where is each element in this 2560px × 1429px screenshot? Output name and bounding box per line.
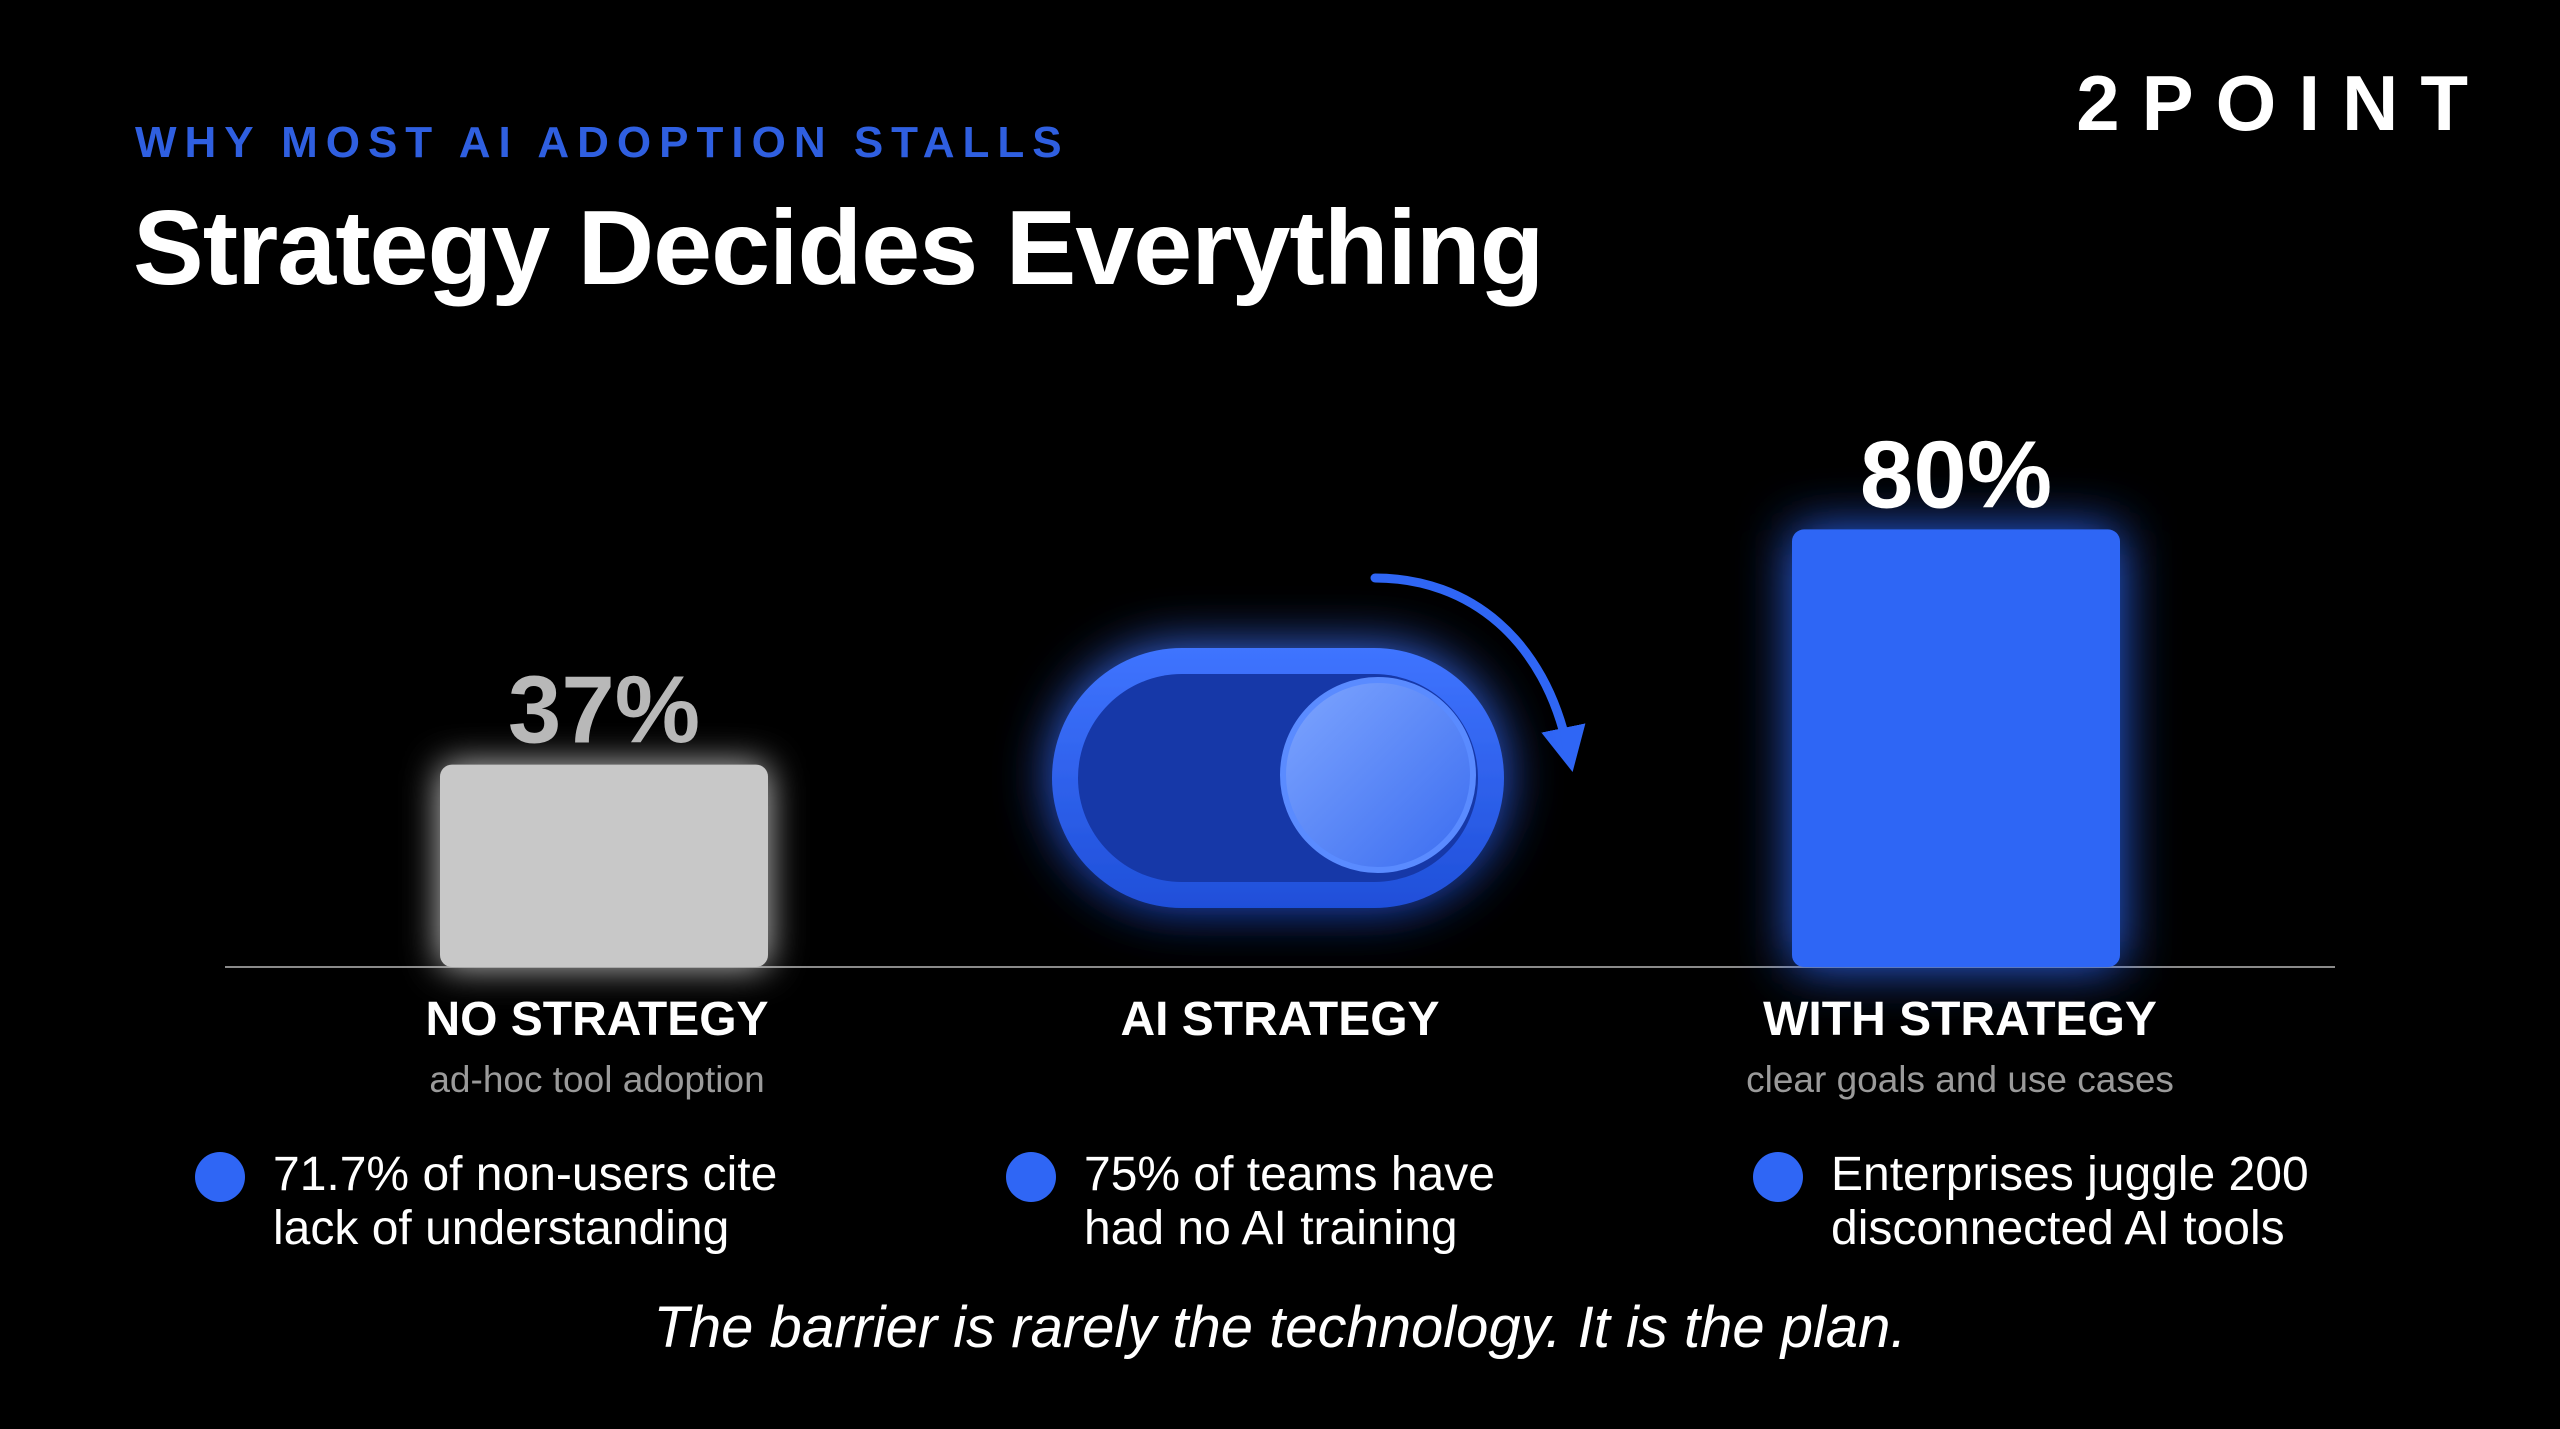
bar-no-strategy [440, 764, 768, 967]
brand-logo: 2POINT [2076, 59, 2490, 147]
bullet-text: 71.7% of non-users cite lack of understa… [273, 1148, 778, 1255]
toggle-switch-on-icon [1052, 573, 1586, 908]
category-label: AI STRATEGY [1120, 993, 1440, 1046]
rotation-arrow-icon [1370, 573, 1586, 773]
category-with-strategy: WITH STRATEGY clear goals and use cases [1610, 992, 2310, 1101]
bullet-item: 75% of teams have had no AI training [1006, 1148, 1495, 1256]
bullet-item: 71.7% of non-users cite lack of understa… [195, 1148, 777, 1256]
value-label-no-strategy: 37% [508, 657, 700, 764]
value-label-with-strategy: 80% [1860, 421, 2052, 528]
bullet-text: Enterprises juggle 200 disconnected AI t… [1831, 1148, 2309, 1255]
bullet-dot-icon [195, 1152, 245, 1202]
tagline: The barrier is rarely the technology. It… [653, 1295, 1907, 1360]
bar-with-strategy [1792, 529, 2120, 967]
bullet-text: 75% of teams have had no AI training [1084, 1148, 1495, 1255]
page-title: Strategy Decides Everything [133, 189, 1544, 307]
bullet-item: Enterprises juggle 200 disconnected AI t… [1753, 1148, 2309, 1256]
category-label: WITH STRATEGY [1763, 993, 2157, 1046]
category-sublabel: ad-hoc tool adoption [429, 1059, 765, 1100]
bullet-dot-icon [1006, 1152, 1056, 1202]
bullet-dot-icon [1753, 1152, 1803, 1202]
category-no-strategy: NO STRATEGY ad-hoc tool adoption [247, 992, 947, 1101]
category-sublabel: clear goals and use cases [1746, 1059, 2174, 1100]
eyebrow-text: WHY MOST AI ADOPTION STALLS [135, 118, 1070, 167]
category-label: NO STRATEGY [425, 993, 769, 1046]
toggle-knob [1280, 677, 1476, 873]
category-ai-strategy: AI STRATEGY [930, 992, 1630, 1047]
